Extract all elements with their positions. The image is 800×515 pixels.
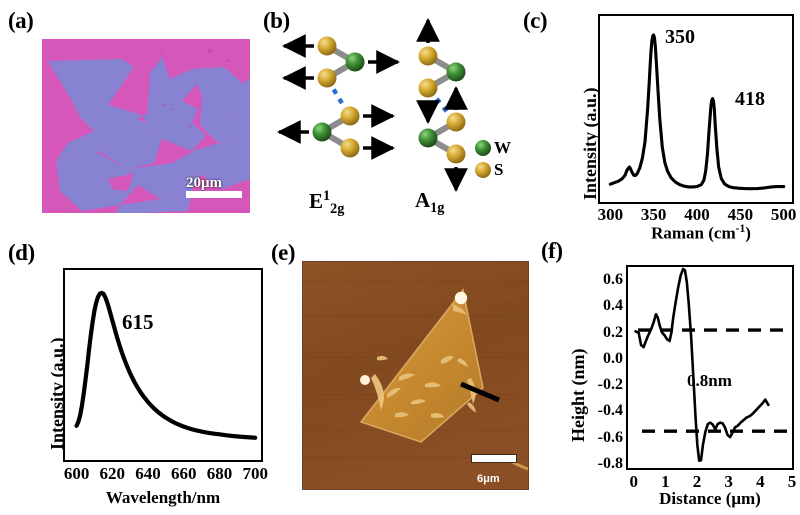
ytick-label: 0.4 xyxy=(603,297,623,315)
tungsten-atom xyxy=(345,52,365,72)
bright-particle xyxy=(360,375,370,385)
panel-c-xlabel-main: Raman (cm xyxy=(651,223,736,243)
e2g-mode-diagram xyxy=(276,34,401,160)
ytick-label: -0.2 xyxy=(597,376,623,394)
panel-c-xlabel: Raman (cm-1) xyxy=(616,222,786,244)
xtick-label: 450 xyxy=(727,205,754,224)
tungsten-atom xyxy=(418,128,438,148)
sulfur-atom xyxy=(418,78,438,98)
xtick-label: 0 xyxy=(629,472,638,491)
profile-line-marker xyxy=(460,381,500,403)
legend-tungsten-sphere xyxy=(475,140,491,156)
mode-label-a1g: A1g xyxy=(415,188,444,217)
ytick-label: -0.4 xyxy=(597,402,623,420)
panel-d-plot-frame xyxy=(63,268,263,462)
xtick-label: 700 xyxy=(242,464,268,483)
xtick-label: 1 xyxy=(661,472,670,491)
optical-image-graphic xyxy=(42,39,250,213)
xtick-label: 5 xyxy=(787,472,797,491)
panel-f-xlabel: Distance (μm) xyxy=(659,489,761,508)
sulfur-atom xyxy=(340,138,360,158)
panel-b-schematic xyxy=(270,17,520,218)
sulfur-atom xyxy=(317,68,337,88)
sulfur-atom xyxy=(317,36,337,56)
sulfur-atom xyxy=(340,106,360,126)
xtick-label: 620 xyxy=(99,464,126,483)
panel-c-peak-label-418: 418 xyxy=(735,88,765,110)
scale-bar-a-label: 20μm xyxy=(186,175,222,191)
panel-f-plot-frame xyxy=(626,265,794,470)
xtick-label: 2 xyxy=(692,472,702,491)
xtick-label: 4 xyxy=(756,472,765,491)
xtick-label: 500 xyxy=(770,205,797,224)
scale-bar-a xyxy=(186,191,242,198)
legend-w-label: W xyxy=(494,138,511,157)
raman-spectrum-curve xyxy=(608,33,786,191)
sulfur-atom xyxy=(418,46,438,66)
vibration-mode-graphic xyxy=(276,17,491,193)
panel-b-label: (b) xyxy=(263,8,290,33)
panel-d-xlabel: Wavelength/nm xyxy=(105,488,221,507)
panel-c-xlabel-sup: -1 xyxy=(735,222,746,235)
xtick-label: 660 xyxy=(171,464,197,483)
a1g-mode-diagram xyxy=(416,17,468,193)
xtick-label: 400 xyxy=(684,205,710,224)
afm-triangle-flake xyxy=(361,290,483,442)
displacement-arrows xyxy=(416,17,468,193)
panel-c-xlabel-tail: ) xyxy=(745,223,751,243)
ytick-label: 0.0 xyxy=(603,349,623,367)
panel-a-label: (a) xyxy=(8,8,34,33)
sulfur-atom xyxy=(446,112,466,132)
mode-label-e2g: E12g xyxy=(309,188,344,218)
legend-sulfur-sphere xyxy=(475,162,491,178)
legend-s-label: S xyxy=(494,160,504,179)
ytick-label: 0.6 xyxy=(603,271,623,289)
panel-c-plot-frame xyxy=(598,14,794,204)
panel-a-optical-image xyxy=(42,39,250,213)
afm-image-graphic xyxy=(303,262,528,489)
panel-e-label: (e) xyxy=(271,240,296,265)
bright-particle xyxy=(454,291,468,305)
panel-f-step-annotation: 0.8nm xyxy=(687,371,732,390)
xtick-label: 640 xyxy=(135,464,161,483)
pl-spectrum-curve xyxy=(74,290,258,440)
ytick-label: -0.8 xyxy=(597,455,623,472)
ytick-label: -0.6 xyxy=(597,428,623,446)
mode-a-main: A xyxy=(415,188,431,212)
mode-a-sub: 1g xyxy=(430,200,445,217)
xtick-label: 600 xyxy=(63,464,90,483)
tungsten-atom xyxy=(446,62,466,82)
panel-d-peak-label-615: 615 xyxy=(122,310,154,334)
xtick-label: 3 xyxy=(724,472,733,491)
displacement-arrows xyxy=(276,34,401,160)
mode-e-sup: 1 xyxy=(323,188,331,204)
panel-e-afm-image xyxy=(302,261,529,490)
scale-bar-e-label: 6μm xyxy=(477,473,500,485)
mode-e-sub: 2g xyxy=(330,201,345,218)
panel-c-label: (c) xyxy=(523,8,548,33)
xtick-label: 300 xyxy=(597,205,624,224)
panel-d-label: (d) xyxy=(8,240,35,265)
tungsten-atom xyxy=(312,122,332,142)
mode-e-main: E xyxy=(309,189,324,213)
panel-f-label: (f) xyxy=(541,238,563,263)
scale-bar-e xyxy=(471,454,517,463)
panel-c-peak-label-350: 350 xyxy=(665,26,695,48)
panel-d-chart xyxy=(74,290,258,440)
xtick-label: 680 xyxy=(206,464,233,483)
panel-f-chart xyxy=(634,267,788,463)
xtick-label: 350 xyxy=(640,205,667,224)
ytick-label: 0.2 xyxy=(603,323,623,341)
height-profile-curve xyxy=(634,267,770,463)
sulfur-atom xyxy=(446,144,466,164)
panel-c-chart xyxy=(608,33,786,191)
